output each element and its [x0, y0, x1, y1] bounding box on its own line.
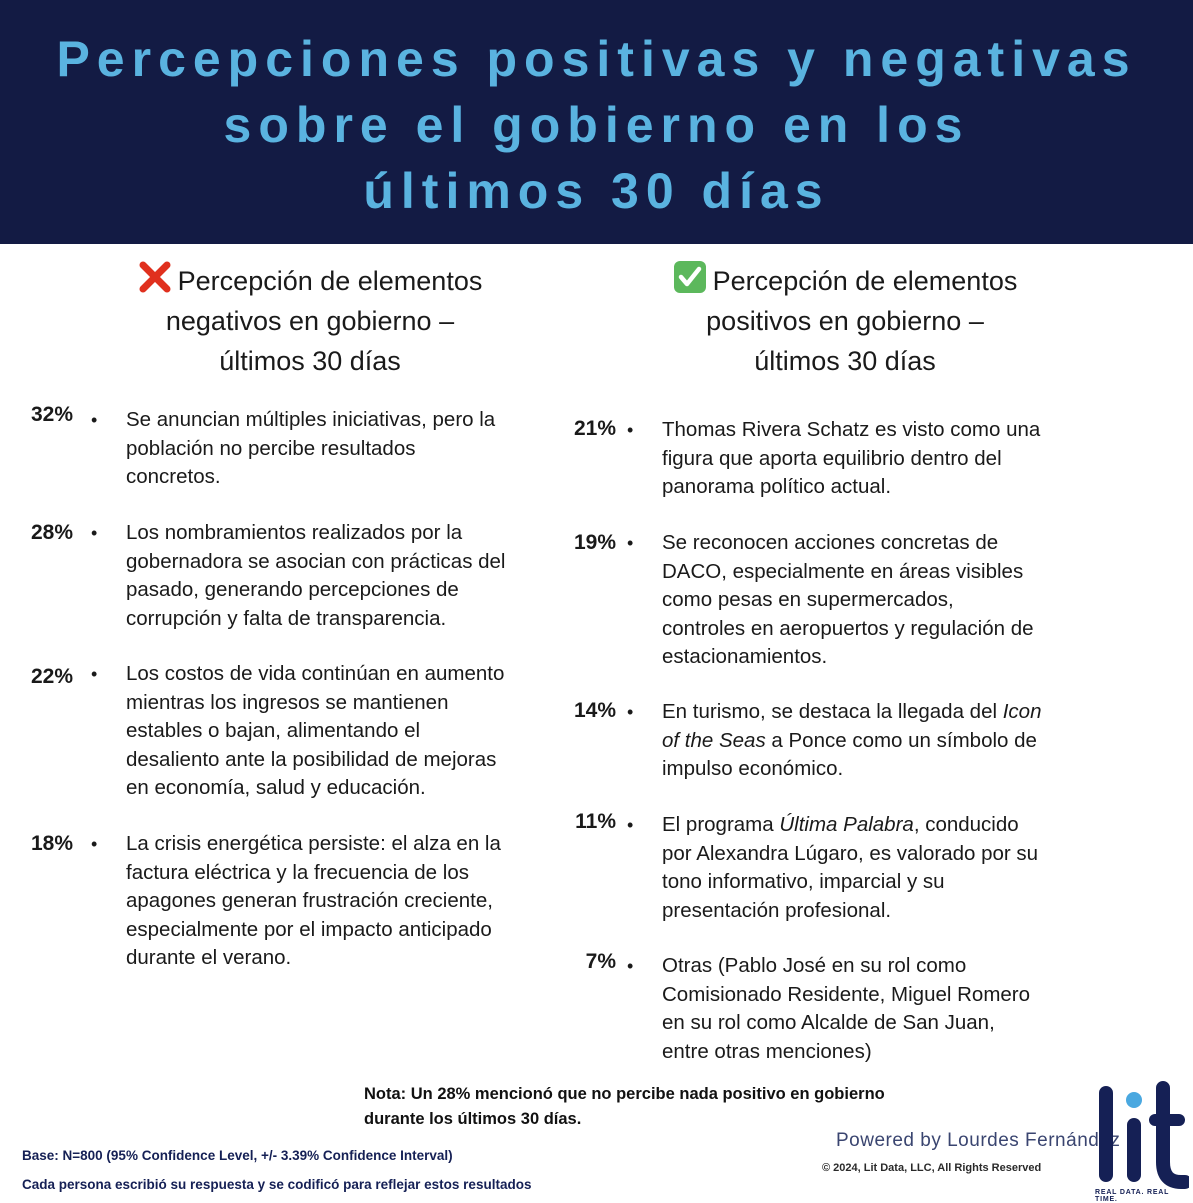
text-line: concretos. [126, 465, 221, 488]
text-line: Se reconocen acciones concretas de [662, 531, 999, 554]
text-line: estables o bajan, alimentando el [126, 719, 421, 742]
bullet: • [91, 834, 98, 854]
cross-mark-icon [139, 261, 171, 293]
text-line: corrupción y falta de transparencia. [126, 606, 447, 630]
text-line: El programa Última Palabra, conducido [662, 811, 1072, 840]
note-line-1: Nota: Un 28% mencionó que no percibe nad… [364, 1085, 885, 1103]
positive-title-line-2: positivos en gobierno – [706, 306, 984, 336]
bullet: • [627, 420, 634, 440]
positive-column-title: Percepción de elementos positivos en gob… [640, 260, 1050, 381]
positive-pct-1: 21% [573, 417, 616, 440]
text-span: En turismo, se destaca la llegada del [662, 700, 1003, 723]
positive-item-4: El programa Última Palabra, conducido po… [662, 811, 1072, 925]
positive-item-3: En turismo, se destaca la llegada del Ic… [662, 698, 1072, 784]
negative-pct-2: 28% [30, 521, 73, 544]
bullet: • [91, 523, 98, 543]
italic-title: Última Palabra [779, 813, 914, 836]
tagline: REAL DATA. REAL TIME. [1095, 1189, 1170, 1203]
negative-title-line-1: Percepción de elementos [110, 260, 510, 301]
title-banner: Percepciones positivas y negativas sobre… [0, 0, 1193, 244]
negative-item-2: Los nombramientos realizados por la gobe… [126, 519, 536, 633]
negative-title-text-1: Percepción de elementos [177, 266, 483, 296]
text-line: como pesas en supermercados, [662, 588, 954, 611]
negative-pct-4: 18% [30, 832, 73, 855]
positive-pct-4: 11% [575, 810, 616, 833]
sample-base: Base: N=800 (95% Confidence Level, +/- 3… [22, 1148, 453, 1163]
positive-title-line-3: últimos 30 días [754, 346, 936, 376]
text-line: factura eléctrica y la frecuencia de los [126, 860, 469, 884]
italic-title: Icon [1002, 700, 1042, 723]
negative-item-3: Los costos de vida continúan en aumento … [126, 660, 536, 803]
text-line: of the Seas a Ponce como un símbolo de [662, 727, 1072, 756]
text-line: pasado, generando percepciones de [126, 578, 459, 601]
text-line: Otras (Pablo José en su rol como [662, 954, 967, 977]
bullet: • [627, 702, 634, 722]
text-span: , conducido [913, 813, 1019, 836]
title-line-3: últimos 30 días [363, 163, 830, 219]
negative-item-1: Se anuncian múltiples iniciativas, pero … [126, 406, 536, 492]
text-line: La crisis energética persiste: el alza e… [126, 832, 501, 855]
note-line-2: durante los últimos 30 días. [364, 1110, 582, 1128]
text-line: en su rol como Alcalde de San Juan, [662, 1011, 995, 1034]
negative-item-4: La crisis energética persiste: el alza e… [126, 830, 536, 973]
positive-item-2: Se reconocen acciones concretas de DACO,… [662, 529, 1072, 672]
positive-pct-2: 19% [573, 531, 616, 554]
italic-title: of the Seas [662, 728, 766, 752]
text-line: Comisionado Residente, Miguel Romero [662, 982, 1031, 1006]
title-line-2: sobre el gobierno en los [223, 97, 970, 153]
negative-title-line-2: negativos en gobierno – [165, 306, 455, 336]
page-title: Percepciones positivas y negativas sobre… [0, 0, 1193, 224]
text-line: En turismo, se destaca la llegada del Ic… [662, 698, 1072, 727]
text-line: presentación profesional. [662, 898, 892, 922]
text-line: Se anuncian múltiples iniciativas, pero … [126, 408, 496, 431]
text-span: a Ponce como un símbolo de [765, 728, 1037, 752]
text-line: mientras los ingresos se mantienen [126, 690, 449, 714]
text-line: especialmente por el impacto anticipado [126, 917, 492, 941]
positive-pct-5: 7% [585, 950, 616, 973]
text-line: apagones generan frustración creciente, [126, 889, 493, 912]
bullet: • [627, 956, 634, 976]
positive-title-text-1: Percepción de elementos [712, 266, 1018, 296]
text-line: desaliento ante la posibilidad de mejora… [126, 747, 497, 771]
bullet: • [627, 533, 634, 553]
text-line: en economía, salud y educación. [126, 776, 426, 799]
text-line: Thomas Rivera Schatz es visto como una [662, 418, 1041, 441]
text-line: tono informativo, imparcial y su [662, 870, 945, 893]
bullet: • [91, 410, 98, 430]
text-line: Los costos de vida continúan en aumento [126, 662, 505, 685]
text-line: figura que aporta equilibrio dentro del [662, 446, 1002, 470]
text-line: durante el verano. [126, 946, 292, 969]
copyright: © 2024, Lit Data, LLC, All Rights Reserv… [822, 1162, 1042, 1174]
text-line: por Alexandra Lúgaro, es valorado por su [662, 841, 1039, 865]
negative-pct-1: 32% [30, 403, 73, 426]
note: Nota: Un 28% mencionó que no percibe nad… [364, 1082, 964, 1132]
positive-title-line-1: Percepción de elementos [640, 260, 1050, 301]
powered-by: Powered by Lourdes Fernández [836, 1130, 1121, 1151]
text-line: DACO, especialmente en áreas visibles [662, 559, 1024, 583]
positive-pct-3: 14% [573, 699, 616, 722]
text-line: impulso económico. [662, 757, 844, 780]
negative-title-line-3: últimos 30 días [219, 346, 401, 376]
negative-pct-3: 22% [30, 665, 73, 688]
lit-logo [1099, 1081, 1189, 1189]
text-line: entre otras menciones) [662, 1039, 872, 1063]
method-note: Cada persona escribió su respuesta y se … [22, 1177, 532, 1192]
text-line: gobernadora se asocian con prácticas del [126, 549, 506, 573]
text-line: Los nombramientos realizados por la [126, 521, 463, 544]
positive-item-1: Thomas Rivera Schatz es visto como una f… [662, 416, 1072, 502]
text-line: estacionamientos. [662, 645, 828, 668]
check-mark-icon [673, 261, 706, 293]
positive-item-5: Otras (Pablo José en su rol como Comisio… [662, 952, 1072, 1066]
negative-column-title: Percepción de elementos negativos en gob… [110, 260, 510, 381]
text-line: controles en aeropuertos y regulación de [662, 616, 1034, 640]
text-line: panorama político actual. [662, 475, 892, 498]
bullet: • [627, 815, 634, 835]
text-span: El programa [662, 813, 780, 836]
text-line: población no percibe resultados [126, 436, 416, 460]
title-line-1: Percepciones positivas y negativas [56, 31, 1137, 87]
bullet: • [91, 664, 98, 684]
